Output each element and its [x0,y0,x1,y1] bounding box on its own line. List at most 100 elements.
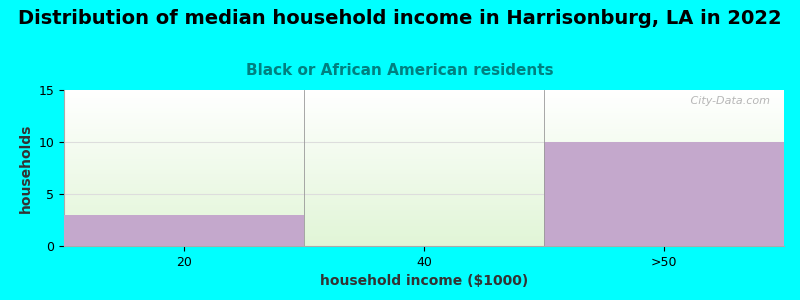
Bar [64,199,784,200]
Bar [64,110,784,111]
Bar [64,147,784,148]
Bar [64,201,784,202]
Bar [64,217,784,218]
Bar [64,150,784,151]
Bar [64,180,784,181]
Bar [64,188,784,189]
Bar [64,114,784,115]
Bar [64,173,784,174]
Bar [64,181,784,182]
Bar [64,166,784,167]
Bar [64,154,784,155]
Bar [64,117,784,118]
Bar [64,214,784,215]
Bar [64,92,784,93]
Bar [64,221,784,222]
Bar [64,195,784,196]
Bar [64,218,784,219]
Bar [64,178,784,179]
Bar [64,205,784,206]
Bar [64,94,784,95]
Bar [64,130,784,131]
Bar [64,236,784,237]
Bar [64,98,784,99]
Bar [64,175,784,176]
Bar [64,96,784,97]
Bar [64,171,784,172]
Bar [64,232,784,233]
Bar [64,149,784,150]
Bar [64,194,784,195]
Bar [64,123,784,124]
Bar [64,172,784,173]
Bar [64,97,784,98]
Bar [64,215,784,216]
Bar [64,122,784,123]
Bar [64,126,784,127]
Bar [64,213,784,214]
Bar [64,200,784,201]
Bar [64,132,784,133]
Bar [64,189,784,190]
Bar [64,240,784,241]
Bar [64,198,784,199]
Text: City-Data.com: City-Data.com [686,96,770,106]
Bar [64,144,784,145]
Bar [64,177,784,178]
Bar [64,107,784,108]
Bar [64,131,784,132]
Bar [64,162,784,163]
Bar [64,128,784,129]
Bar [64,135,784,136]
Bar [64,219,784,220]
Bar [64,210,784,211]
Bar [64,142,784,143]
Bar [64,229,784,230]
Bar [64,241,784,242]
Bar [64,182,784,183]
Bar [64,106,784,107]
Bar [64,124,784,125]
Bar [544,142,784,246]
Bar [64,109,784,110]
Bar [64,153,784,154]
Bar [64,158,784,159]
Bar [64,192,784,193]
Text: Black or African American residents: Black or African American residents [246,63,554,78]
Bar [64,138,784,139]
Bar [64,113,784,114]
Bar [64,141,784,142]
Bar [64,115,784,116]
Bar [64,146,784,147]
Bar [64,105,784,106]
Bar [64,160,784,161]
Bar [64,244,784,245]
Bar [64,137,784,138]
Bar [64,233,784,234]
Bar [64,170,784,171]
Bar [64,220,784,221]
Bar [64,119,784,120]
Bar [64,208,784,209]
Bar [64,193,784,194]
Bar [64,211,784,212]
Bar [64,226,784,227]
Bar [64,165,784,166]
Bar [64,176,784,177]
Bar [64,212,784,213]
Bar [64,167,784,168]
Bar [64,103,784,104]
Bar [64,203,784,204]
Bar [64,121,784,122]
Bar [64,143,784,144]
Bar [64,190,784,191]
Bar [64,224,784,225]
Bar [64,145,784,146]
Bar [64,184,784,185]
Bar [64,204,784,205]
Bar [64,197,784,198]
Bar [64,243,784,244]
Bar [64,120,784,121]
Bar [64,152,784,153]
Bar [64,163,784,164]
